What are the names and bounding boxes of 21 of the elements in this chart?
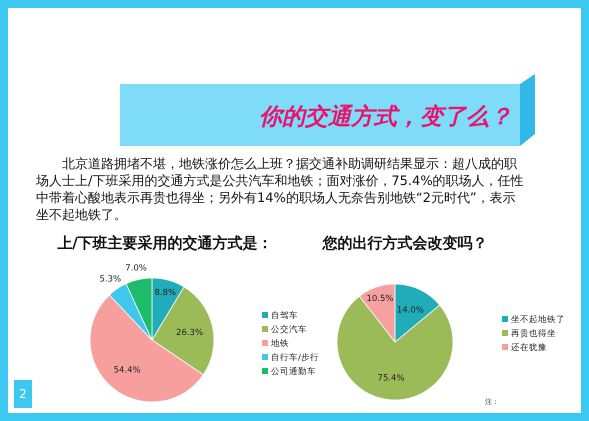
legend-label: 地铁 <box>270 338 289 349</box>
data-label: 8.8% <box>154 288 176 298</box>
data-label: 5.3% <box>99 274 122 284</box>
chart-title: 您的出行方式会改变吗？ <box>322 234 488 252</box>
data-label: 14.0% <box>396 305 424 316</box>
chart-title: 上/下班主要采用的交通方式是： <box>56 234 273 252</box>
data-label: 10.5% <box>366 294 394 304</box>
text: 2 <box>19 387 27 401</box>
legend-label: 自行车/步行 <box>271 352 319 363</box>
legend-label: 还在犹豫 <box>511 342 547 353</box>
text: 北京道路拥堵不堪，地铁涨价怎么上班？据交通补助调研结果显示：超八成的职场人士上/下班采用的交通方式是公共汽车和地铁；面对涨价，75.4%的职场人，任性中带着心酸地表示再贵也得坐；另外有14%的职场人无奈告别地铁“2元时代”，表示坐不起地铁了。 <box>35 156 524 223</box>
data-label: 54.4% <box>114 365 141 376</box>
data-label: 75.4% <box>378 374 405 384</box>
data-label: 7.0% <box>125 263 147 274</box>
legend-label: 再贵也得坐 <box>511 328 556 339</box>
text: 你的交通方式，变了么？ <box>259 103 512 130</box>
data-label: 26.3% <box>176 328 204 338</box>
legend-label: 公司通勤车 <box>271 366 316 377</box>
legend-label: 坐不起地铁了 <box>511 314 565 325</box>
legend-label: 自驾车 <box>271 310 298 321</box>
legend-label: 公交汽车 <box>271 324 307 335</box>
